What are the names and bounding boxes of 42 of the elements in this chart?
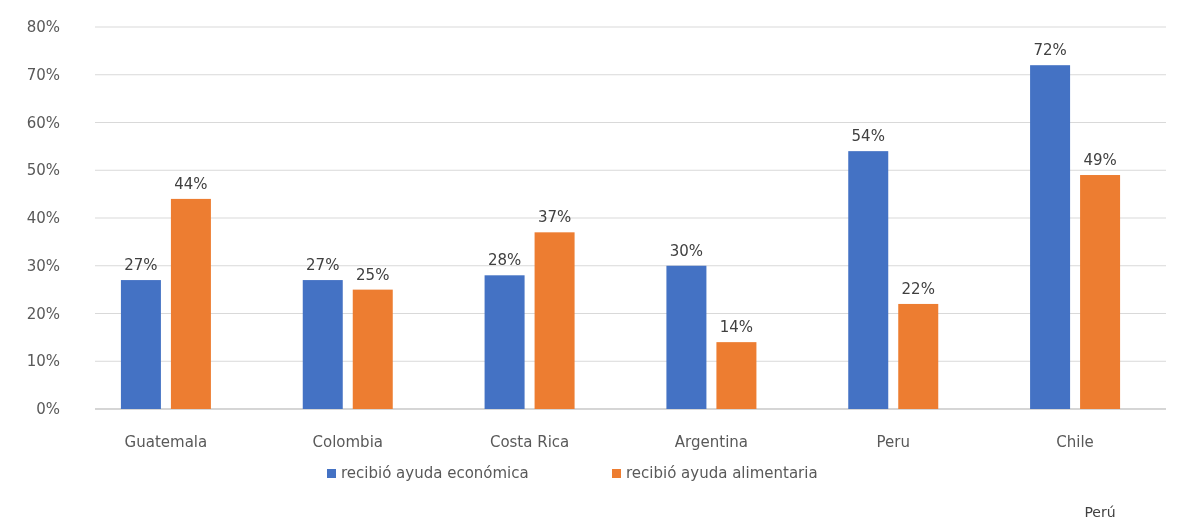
data-label: 28% [487,251,522,270]
data-label: 27% [306,256,340,275]
data-label: 44% [174,174,208,193]
y-tick-label: 30% [26,256,60,275]
bar [848,151,889,409]
legend-label: recibió ayuda alimentaria [626,464,818,482]
data-label: 37% [537,208,572,227]
data-label: 54% [851,127,885,146]
x-tick-label: Costa Rica [489,433,570,451]
bar [716,342,757,409]
x-tick-label: Argentina [674,433,748,451]
y-tick-label: 20% [26,304,60,323]
x-tick-label: Peru [876,433,910,451]
bar [666,265,707,409]
bar [352,289,393,409]
bar [170,198,211,409]
data-label: 25% [356,265,390,284]
data-label: 22% [901,279,935,298]
text: Perú [1084,504,1116,520]
bar [302,280,343,409]
data-label: 72% [1033,41,1067,60]
y-tick-label: 10% [26,352,60,371]
y-tick-label: 80% [26,18,60,36]
bar [898,303,939,409]
bar [120,280,161,409]
x-tick-label: Colombia [312,433,383,451]
data-label: 49% [1083,151,1117,170]
bar [534,232,575,409]
x-tick-label: Guatemala [124,433,208,451]
legend-label: recibió ayuda económica [341,464,529,482]
data-label: 30% [669,241,704,260]
bar [484,275,525,409]
y-tick-label: 40% [26,209,60,227]
bar [1030,65,1071,409]
data-label: 27% [124,256,158,275]
data-label: 14% [719,318,754,337]
bar [1080,175,1121,409]
x-tick-label: Chile [1056,433,1094,451]
y-tick-label: 0% [36,400,60,418]
y-tick-label: 50% [26,161,60,180]
y-tick-label: 60% [26,113,60,132]
y-tick-label: 70% [26,65,60,84]
